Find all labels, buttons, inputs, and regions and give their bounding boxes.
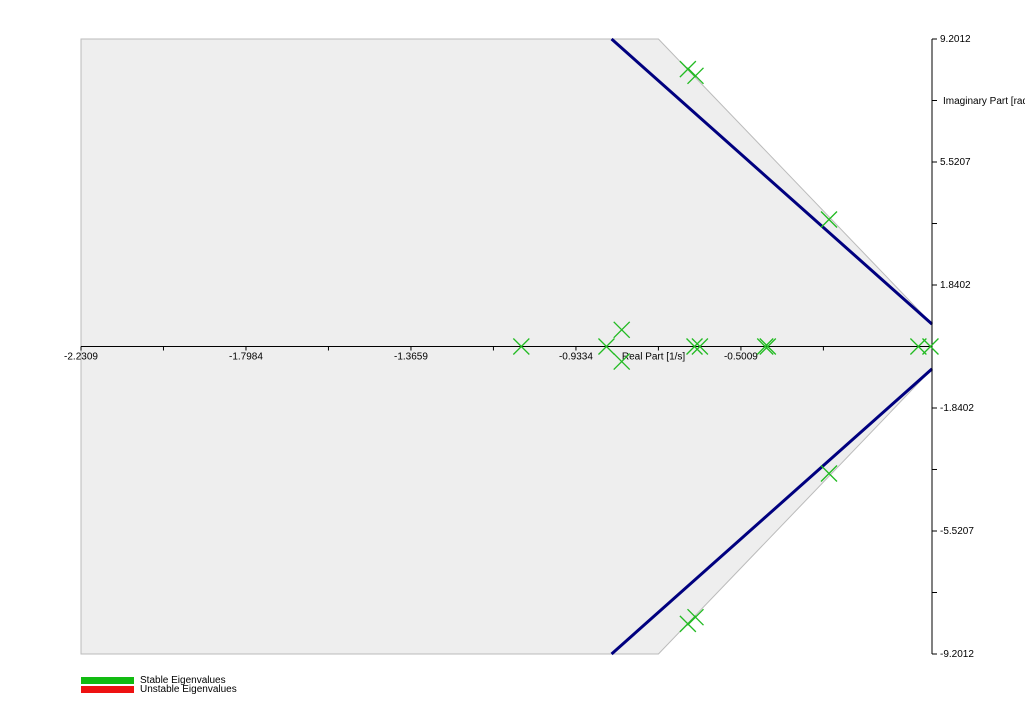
- eigenvalue-marker: [687, 608, 704, 626]
- y-axis-title: Imaginary Part [rad/s]: [943, 96, 1025, 107]
- x-tick-label: -1.3659: [394, 352, 428, 363]
- eigenvalue-marker: [686, 338, 703, 355]
- eigenvalue-marker: [512, 338, 530, 355]
- y-tick-label: 9.2012: [940, 34, 971, 45]
- marker-stroke: [759, 338, 777, 355]
- marker-stroke: [613, 353, 631, 370]
- x-tick-label: -0.5009: [724, 352, 758, 363]
- legend-item-unstable: Unstable Eigenvalues: [81, 684, 237, 695]
- x-tick-label: -1.7984: [229, 352, 263, 363]
- x-tick-label: -2.2309: [64, 352, 98, 363]
- marker-stroke: [820, 465, 838, 482]
- marker-stroke: [679, 615, 697, 633]
- marker-stroke: [679, 60, 697, 78]
- y-tick-label: -9.2012: [940, 649, 974, 660]
- eigenvalue-marker: [820, 211, 838, 228]
- marker-stroke: [820, 211, 838, 228]
- marker-stroke: [598, 338, 615, 355]
- y-tick-label: 5.5207: [940, 157, 971, 168]
- y-tick-label: -5.5207: [940, 526, 974, 537]
- eigenvalue-marker: [756, 338, 774, 355]
- legend: Stable Eigenvalues Unstable Eigenvalues: [81, 675, 237, 695]
- x-axis-title: Real Part [1/s]: [622, 352, 686, 363]
- eigenvalue-marker: [679, 60, 697, 78]
- axes: [80, 38, 937, 655]
- eigenvalue-marker: [820, 465, 838, 482]
- marker-stroke: [756, 338, 774, 355]
- marker-stroke: [686, 338, 703, 355]
- eigenvalue-marker: [691, 338, 709, 355]
- eigenvalue-marker: [598, 338, 615, 355]
- eigenvalue-marker: [909, 338, 927, 355]
- marker-stroke: [691, 338, 709, 355]
- eigenvalue-markers: [512, 60, 939, 633]
- legend-label-unstable: Unstable Eigenvalues: [140, 684, 237, 695]
- legend-label-stable: Stable Eigenvalues: [140, 675, 226, 686]
- marker-stroke: [687, 67, 704, 85]
- marker-stroke: [613, 321, 631, 339]
- damping-lines: [610, 37, 933, 656]
- damping-line-1: [610, 367, 933, 656]
- eigenvalue-marker: [613, 321, 631, 339]
- x-tick-labels: -2.2309 -1.7984 -1.3659 -0.9334 -0.5009: [64, 352, 758, 363]
- eigenvalue-marker: [759, 338, 777, 355]
- legend-swatch-stable: [81, 677, 134, 684]
- eigenvalue-marker: [679, 615, 697, 633]
- marker-stroke: [512, 338, 530, 355]
- eigenvalue-marker: [613, 353, 631, 370]
- marker-stroke: [687, 608, 704, 626]
- y-tick-label: 1.8402: [940, 280, 971, 291]
- x-tick-label: -0.9334: [559, 352, 593, 363]
- eigenvalue-marker: [687, 67, 704, 85]
- marker-stroke: [922, 338, 939, 355]
- damping-line-0: [610, 37, 933, 326]
- marker-stroke: [909, 338, 927, 355]
- y-tick-labels: 9.2012 5.5207 1.8402 -1.8402 -5.5207 -9.2012: [940, 34, 974, 660]
- legend-swatch-unstable: [81, 686, 134, 693]
- y-tick-label: -1.8402: [940, 403, 974, 414]
- legend-item-stable: Stable Eigenvalues: [81, 675, 237, 686]
- eigenvalue-marker: [922, 338, 939, 355]
